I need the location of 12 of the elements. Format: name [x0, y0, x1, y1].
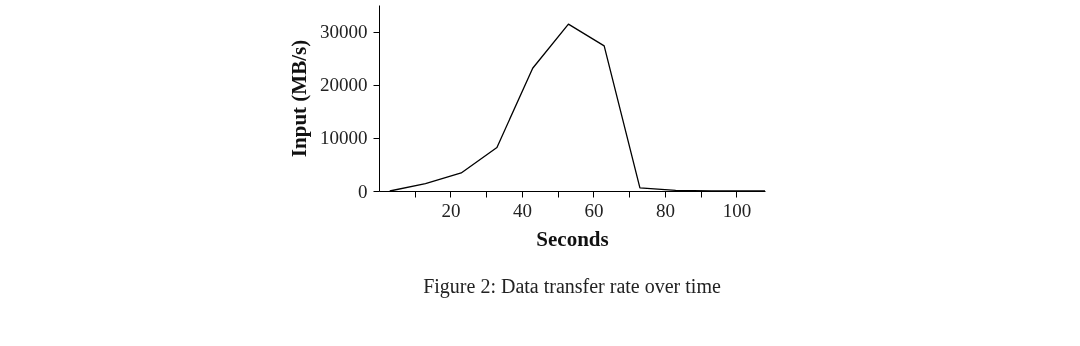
y-tick-label: 10000 [320, 127, 368, 149]
x-tick-label: 100 [722, 199, 752, 221]
x-axis-title: Seconds [536, 226, 609, 251]
y-axis-title: Input (MB/s) [287, 39, 311, 158]
text: Figure 2: Data transfer rate over time [423, 275, 721, 298]
y-tick-label: 0 [358, 180, 368, 202]
y-tick-label: 20000 [320, 74, 368, 96]
x-tick-label: 40 [512, 199, 532, 221]
y-tick-label: 30000 [320, 21, 368, 43]
x-tick-label: 60 [584, 199, 604, 221]
x-tick-label: 20 [441, 199, 461, 221]
x-tick-label: 80 [655, 199, 675, 221]
